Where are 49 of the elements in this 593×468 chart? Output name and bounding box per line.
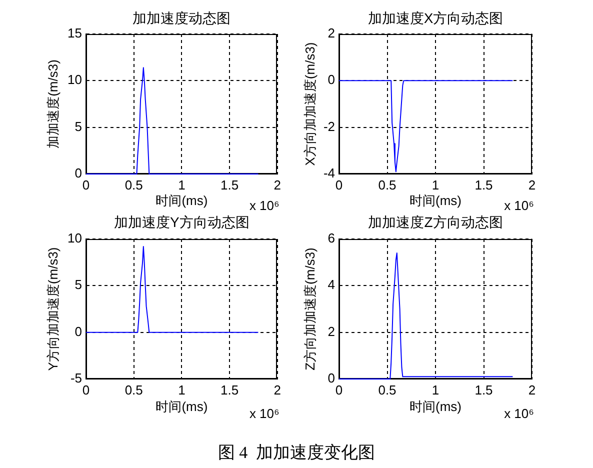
y-tick-label: 5 (74, 277, 82, 292)
y-tick-label: 0 (328, 72, 335, 88)
chart-title: 加加速度Y方向动态图 (114, 214, 250, 230)
x-tick-label: 2 (274, 177, 281, 192)
x-tick-label: 1 (432, 177, 440, 192)
y-tick-label: 10 (68, 230, 82, 246)
x-tick-label: 0.5 (124, 382, 143, 398)
y-tick-label: 2 (328, 324, 335, 339)
text: x 10⁶ (249, 406, 280, 421)
caption: 图 4 加加速度变化图 (216, 442, 376, 464)
x-tick-label: 1.5 (474, 382, 493, 398)
chart-title: 加加速度Z方向动态图 (368, 214, 503, 230)
text: x 10⁶ (504, 198, 534, 213)
x-tick-label: 1 (432, 382, 440, 398)
x-axis-title: 时间(ms) (410, 398, 462, 414)
y-tick-label: -4 (323, 166, 335, 181)
x-tick-label: 2 (528, 177, 536, 192)
x-tick-label: 0.5 (378, 177, 396, 192)
x-tick-label: 1 (178, 382, 186, 398)
chart-title: 加加速度X方向动态图 (368, 10, 504, 26)
y-tick-label: 0 (74, 324, 82, 339)
y-tick-label: 15 (68, 26, 82, 41)
y-tick-label: 4 (328, 277, 335, 292)
text: x 10⁶ (504, 406, 534, 421)
x-tick-label: 0.5 (124, 177, 143, 192)
x-tick-label: 1.5 (220, 382, 239, 398)
y-axis-title: 加加速度(m/s3) (45, 60, 60, 148)
chart-title: 加加速度动态图 (132, 10, 231, 26)
y-tick-label: -5 (70, 370, 82, 386)
y-axis-title: Y方向加加速度(m/s3) (45, 247, 60, 371)
y-axis-title: X方向加加速度(m/s3) (302, 42, 318, 166)
y-tick-label: -2 (323, 118, 335, 134)
x-tick-label: 2 (528, 382, 536, 398)
y-axis-title: Z方向加加速度(m/s3) (302, 248, 318, 370)
x-tick-label: 1 (178, 177, 186, 192)
x-tick-label: 0.5 (378, 382, 396, 398)
y-tick-label: 6 (328, 230, 335, 246)
x-axis-title: 时间(ms) (156, 192, 208, 208)
x-tick-label: 1.5 (220, 177, 239, 192)
y-tick-label: 5 (74, 118, 82, 134)
y-tick-label: 0 (74, 166, 82, 181)
y-tick-label: 2 (328, 26, 335, 41)
y-tick-label: 0 (328, 370, 335, 386)
y-tick-label: 10 (68, 72, 82, 88)
x-tick-label: 2 (274, 382, 281, 398)
x-tick-label: 1.5 (474, 177, 493, 192)
x-axis-title: 时间(ms) (410, 192, 462, 208)
text: x 10⁶ (249, 198, 280, 213)
x-axis-title: 时间(ms) (156, 398, 208, 414)
